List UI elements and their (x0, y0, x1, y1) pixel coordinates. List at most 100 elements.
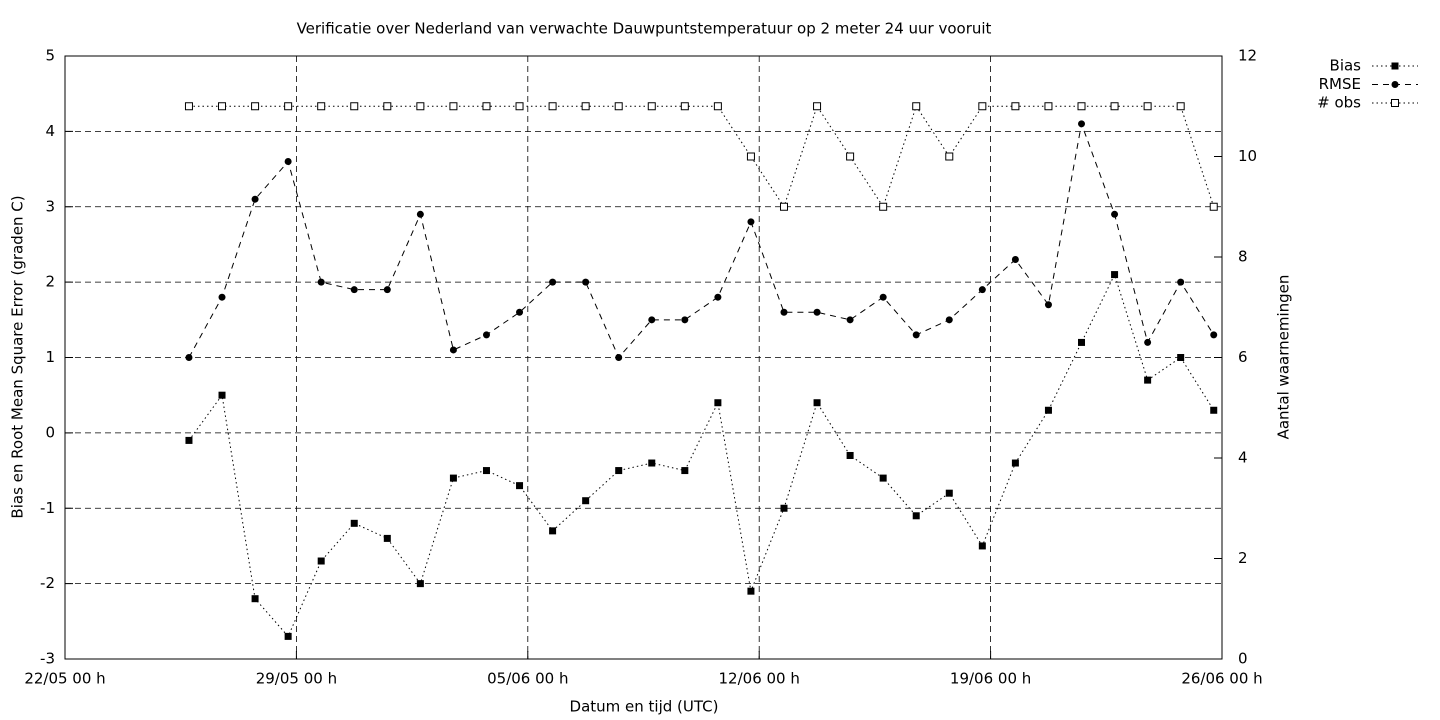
point (1044, 406, 1052, 414)
point (350, 102, 359, 111)
point (317, 278, 325, 286)
point (549, 527, 557, 535)
point (680, 102, 689, 111)
point (317, 557, 325, 565)
point (1111, 210, 1119, 218)
y-axis-label: Bias en Root Mean Square Error (graden C… (9, 195, 27, 518)
point (879, 474, 887, 482)
point (1110, 102, 1119, 111)
y-tick-label: 1 (45, 348, 55, 366)
y-tick-label: 3 (45, 197, 55, 215)
point (912, 512, 920, 520)
point (516, 482, 524, 490)
legend-label: Bias (1330, 57, 1362, 75)
point (1210, 331, 1218, 339)
point (945, 316, 953, 324)
point (1078, 338, 1086, 346)
point (350, 286, 358, 294)
point (912, 102, 921, 111)
point (482, 331, 490, 339)
point (1143, 102, 1152, 111)
y-tick-label: -3 (40, 650, 55, 668)
point (615, 467, 623, 475)
series-line (188, 273, 1215, 638)
point (449, 474, 457, 482)
point (449, 102, 458, 111)
point (681, 316, 689, 324)
point (251, 195, 259, 203)
point (681, 467, 689, 475)
point (582, 497, 590, 505)
point (1176, 102, 1185, 111)
point (1144, 338, 1152, 346)
legend-marker (1391, 81, 1399, 88)
point (1011, 102, 1020, 111)
point (648, 459, 656, 467)
point (284, 632, 292, 640)
point (1078, 120, 1086, 128)
y2-tick-label: 10 (1238, 147, 1257, 165)
y2-tick-label: 8 (1238, 248, 1248, 266)
point (648, 316, 656, 324)
point (846, 451, 854, 459)
point (713, 102, 722, 111)
x-tick-label: 22/05 00 h (24, 670, 105, 688)
point (548, 102, 557, 111)
point (912, 331, 920, 339)
x-tick-label: 26/06 00 h (1181, 670, 1262, 688)
point (978, 286, 986, 294)
x-tick-label: 05/06 00 h (487, 670, 568, 688)
legend-label: RMSE (1319, 75, 1361, 93)
point (284, 158, 292, 166)
point (714, 293, 722, 301)
point (945, 152, 954, 161)
point (383, 286, 391, 294)
point (416, 580, 424, 588)
series-line (188, 121, 1215, 359)
point (284, 102, 293, 111)
point (1077, 102, 1086, 111)
point (746, 152, 755, 161)
point (218, 293, 226, 301)
y-tick-label: 2 (45, 273, 55, 291)
point (515, 102, 524, 111)
point (482, 102, 491, 111)
legend-label: # obs (1317, 94, 1361, 112)
point (582, 278, 590, 286)
point (647, 102, 656, 111)
y2-axis-label: Aantal waarnemingen (1275, 275, 1293, 440)
point (747, 587, 755, 595)
point (1210, 406, 1218, 414)
point (879, 293, 887, 301)
y2-tick-label: 4 (1238, 449, 1248, 467)
point (383, 102, 392, 111)
y-tick-label: -1 (40, 499, 55, 517)
point (780, 504, 788, 512)
point (218, 391, 226, 399)
legend-marker (1391, 62, 1399, 70)
point (549, 278, 557, 286)
x-tick-label: 12/06 00 h (719, 670, 800, 688)
point (813, 308, 821, 316)
point (416, 102, 425, 111)
x-tick-label: 19/06 00 h (950, 670, 1031, 688)
y-tick-label: -2 (40, 574, 55, 592)
point (383, 534, 391, 542)
point (350, 519, 358, 527)
x-axis-label: Datum en tijd (UTC) (570, 698, 719, 716)
point (185, 436, 193, 444)
point (813, 399, 821, 407)
y2-tick-label: 2 (1238, 549, 1248, 567)
point (317, 102, 326, 111)
point (251, 595, 259, 603)
point (978, 102, 987, 111)
point (1011, 256, 1019, 264)
point (1011, 459, 1019, 467)
x-tick-label: 29/05 00 h (256, 670, 337, 688)
series-line (188, 105, 1215, 208)
point (1209, 202, 1218, 211)
point (846, 316, 854, 324)
point (1144, 376, 1152, 384)
point (581, 102, 590, 111)
point (184, 102, 193, 111)
